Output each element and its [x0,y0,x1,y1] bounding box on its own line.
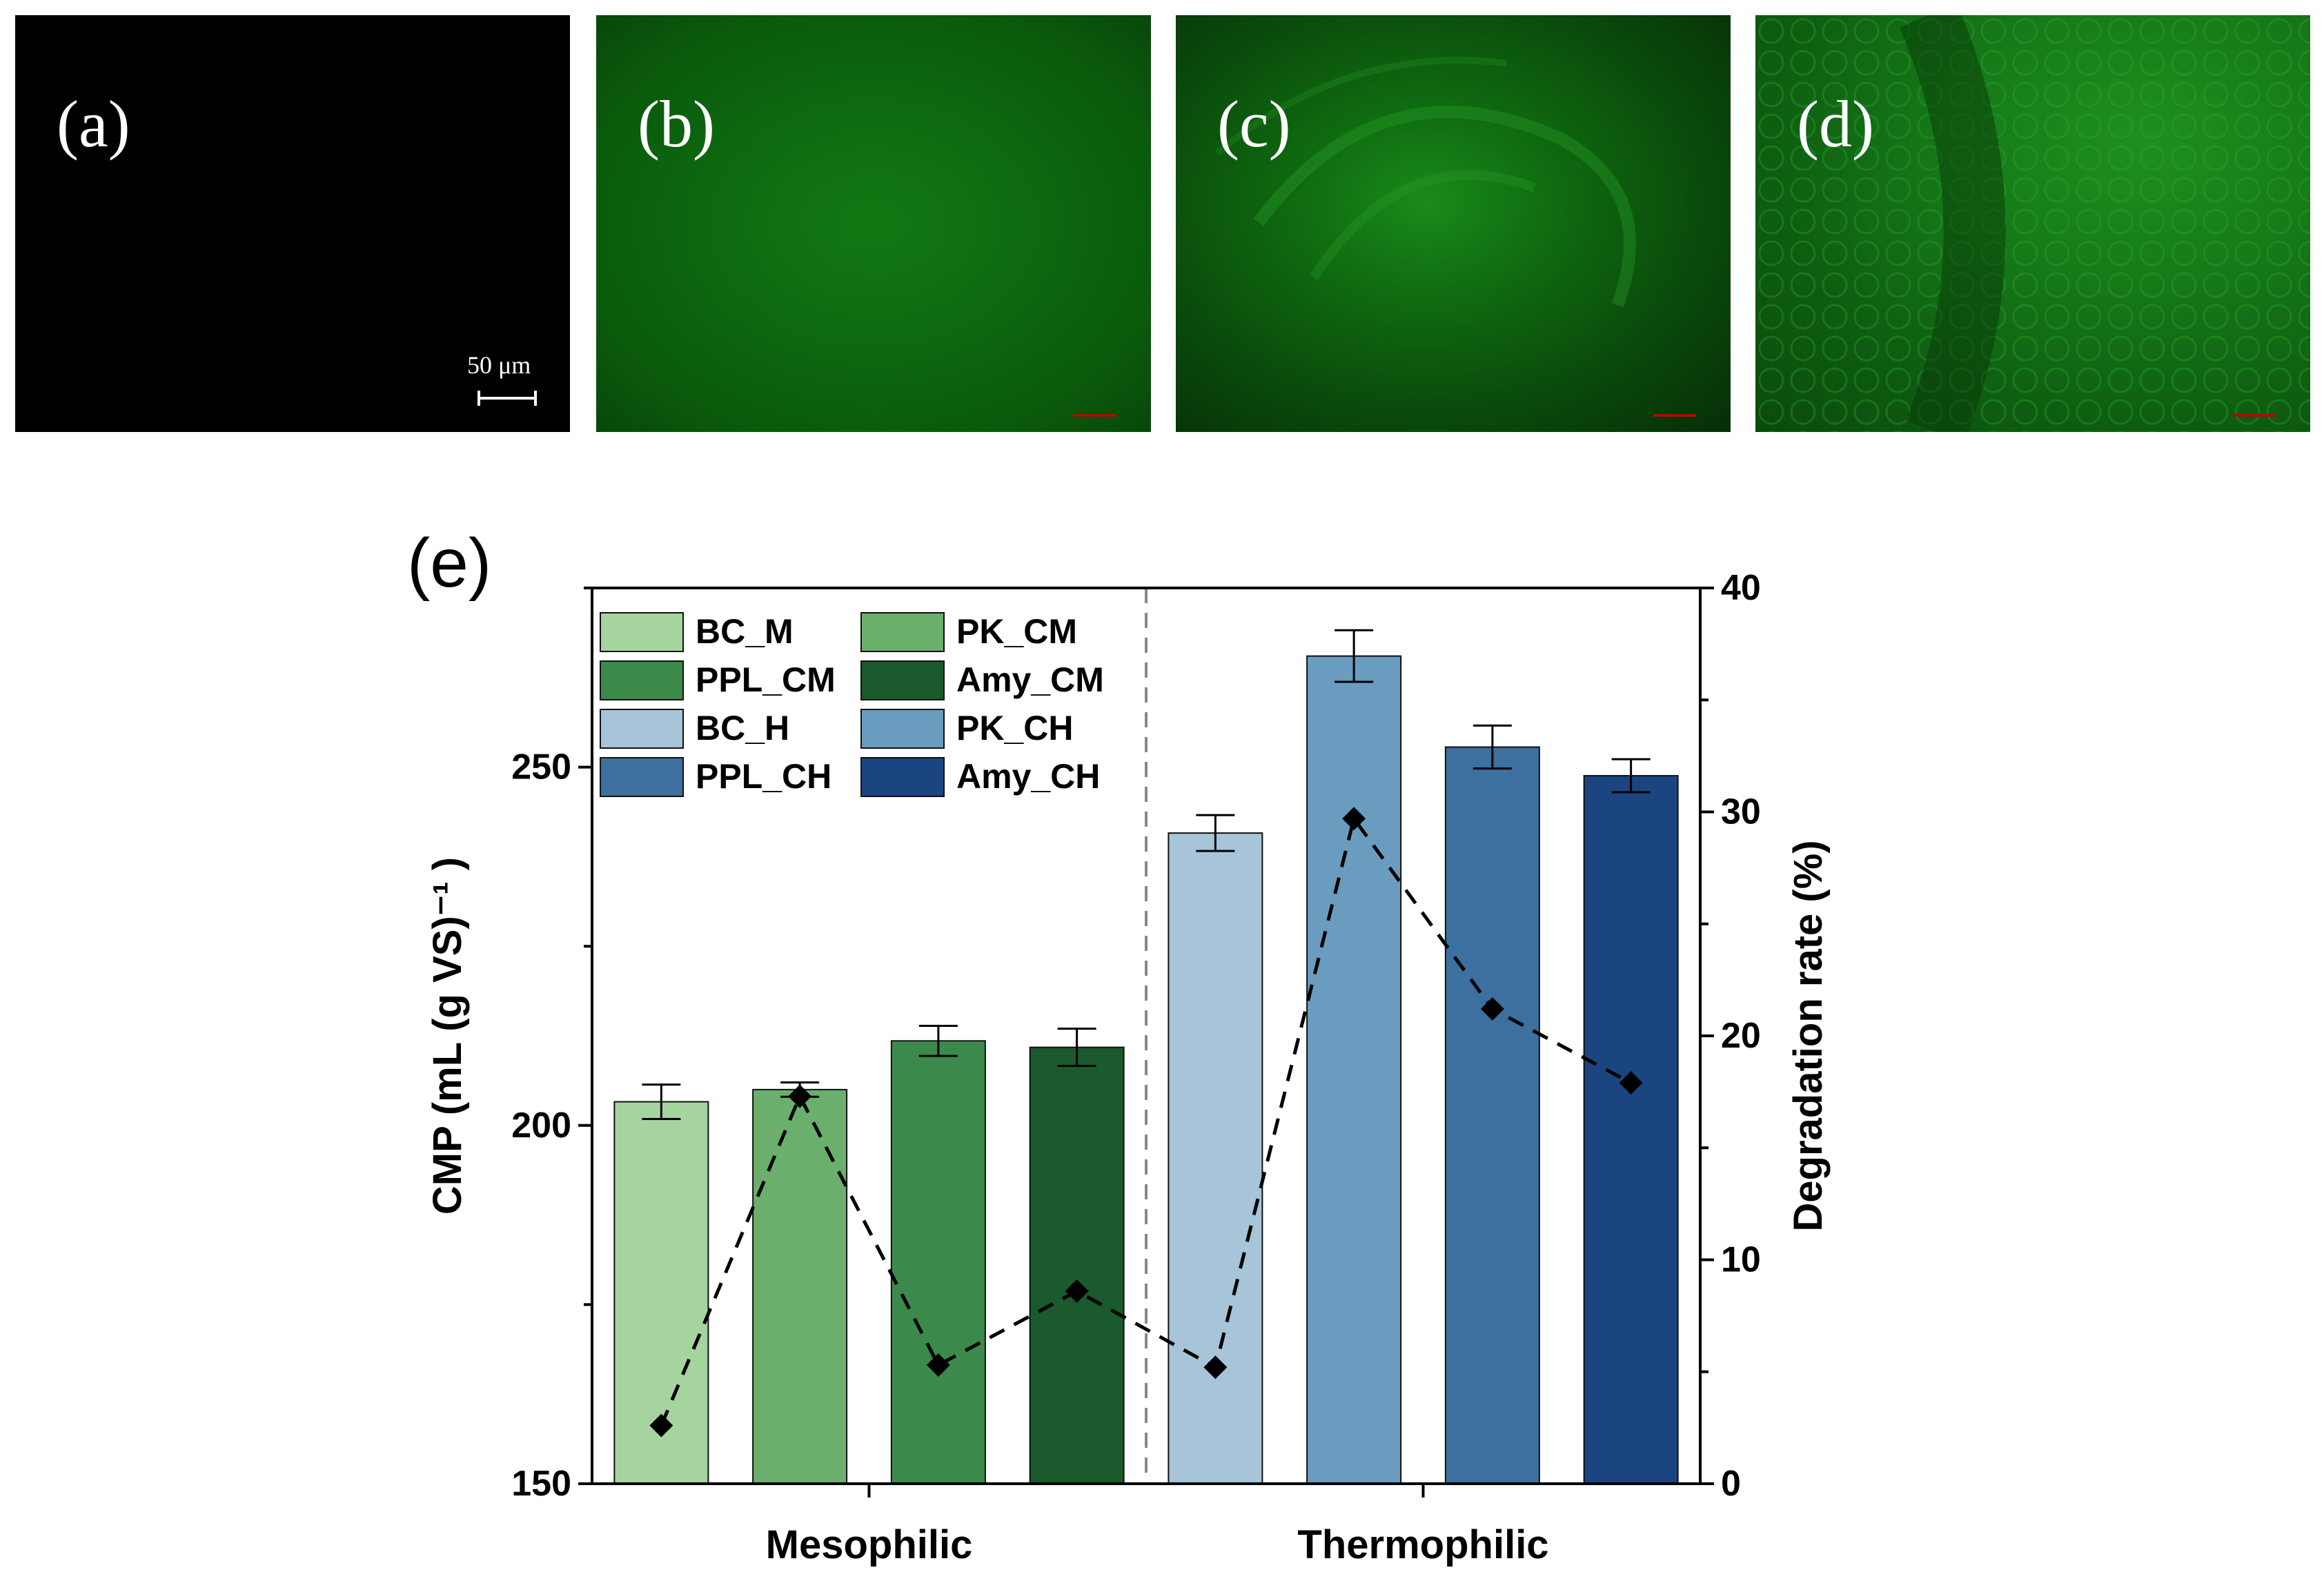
degradation-point-PPL_CH [1480,997,1504,1021]
legend-label-Amy_CH: Amy_CH [956,757,1100,796]
y2-tick-label-10: 10 [1721,1240,1761,1280]
legend-label-BC_H: BC_H [696,709,789,747]
panel-label-a: (a) [57,87,130,161]
cmp-degradation-chart: (e) 150 200 250 0 10 20 30 40 Mesophilic Thermoph… [407,524,1831,1567]
y2-tick-label-30: 30 [1721,792,1761,832]
bar-PPL_CM [890,1040,986,1484]
y2-tick-label-40: 40 [1721,568,1761,608]
scale-bar-c [1653,414,1696,417]
legend-label-BC_M: BC_M [696,612,794,651]
bar-PPL_CH [1444,746,1540,1485]
scale-bar-b [1074,414,1116,417]
degradation-point-Amy_CM [1065,1279,1089,1303]
legend-label-PK_CH: PK_CH [956,709,1073,747]
bar-Amy_CH [1583,775,1679,1484]
legend-swatch-BC_M [600,612,684,652]
y2-axis-title: Degradation rate (%) [1786,840,1831,1231]
micrograph-c: (c) [1176,15,1731,432]
scale-bar-label: 50 μm [467,351,531,379]
degradation-point-BC_M [649,1413,673,1437]
y2-tick-label-0: 0 [1721,1464,1741,1504]
x-group-label-mesophilic: Mesophilic [766,1522,973,1567]
panel-label-b: (b) [638,87,715,161]
legend-label-PPL_CM: PPL_CM [696,660,836,699]
degradation-point-BC_H [1203,1355,1228,1380]
legend-swatch-PK_CM [860,612,945,652]
x-group-label-thermophilic: Thermophilic [1297,1522,1548,1567]
degradation-line [660,814,1632,1426]
micrograph-b: (b) [596,15,1151,432]
legend-swatch-Amy_CM [860,660,945,700]
micrograph-a: (a) 50 μm [15,15,570,432]
panel-label-c: (c) [1217,87,1291,161]
bar-Amy_CM [1029,1046,1125,1484]
legend-swatch-Amy_CH [860,757,945,797]
y-tick-label-250: 250 [511,747,571,787]
legend-label-PK_CM: PK_CM [956,612,1077,651]
scale-bar [477,391,537,406]
y-tick-label-200: 200 [511,1106,571,1146]
swirl-texture [1214,57,1636,308]
y-tick-label-150: 150 [511,1464,571,1504]
legend-label-Amy_CM: Amy_CM [956,660,1104,699]
degradation-point-PK_CM [788,1084,812,1108]
y-axis-title: CMP (mL (g VS)⁻¹ ) [425,857,470,1215]
degradation-point-PPL_CM [926,1353,950,1377]
panel-label-e: (e) [407,524,491,602]
legend-swatch-PK_CH [860,709,945,749]
legend-swatch-PPL_CM [600,660,684,700]
bar-PK_CH [1306,655,1402,1485]
chart-panel-e: (e) 150 200 250 0 10 20 30 40 Mesophilic Thermoph… [0,524,2324,1587]
legend-swatch-BC_H [600,709,684,749]
legend-swatch-PPL_CH [600,757,684,797]
bar-BC_H [1168,832,1263,1484]
scale-bar-d [2233,414,2276,417]
degradation-point-PK_CH [1342,807,1366,831]
cell-texture [1755,15,2310,432]
bar-PK_CM [752,1088,848,1484]
y2-tick-label-20: 20 [1721,1016,1761,1056]
panel-label-d: (d) [1797,87,1874,161]
degradation-point-Amy_CH [1619,1071,1643,1095]
legend-label-PPL_CH: PPL_CH [696,757,831,796]
micrograph-d: (d) [1755,15,2310,432]
